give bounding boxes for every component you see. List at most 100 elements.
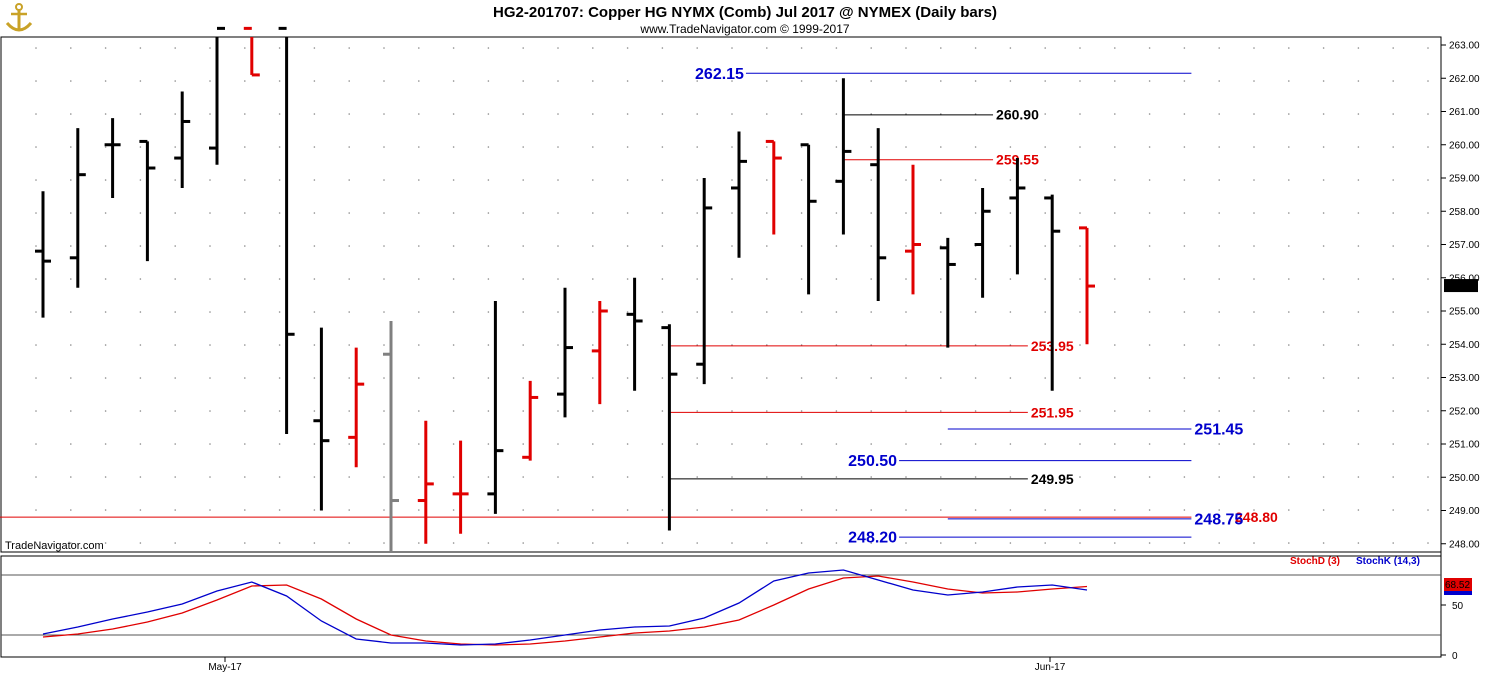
grid-dot [174,80,176,82]
grid-dot [452,278,455,280]
grid-dot [592,509,594,511]
grid-dot [1427,344,1429,346]
grid-dot [1044,212,1046,214]
grid-dot [1322,146,1325,148]
grid-dot [70,377,72,379]
grid-dot [522,146,524,148]
grid-dot [1392,212,1394,214]
grid-dot [1357,245,1360,247]
grid-dot [35,344,37,346]
grid-dot [1288,509,1290,511]
grid-dot [835,212,838,214]
price-tick-label: 263.00 [1449,41,1480,52]
grid-dot [348,80,351,82]
grid-dot [278,377,281,379]
ohlc-bar [870,128,887,302]
grid-dot [348,311,351,313]
grid-dot [940,47,942,49]
grid-dot [1009,476,1012,478]
grid-dot [139,278,142,280]
grid-dot [870,344,872,346]
grid-dot [835,245,838,247]
grid-dot [174,179,176,181]
grid-dot [522,179,524,181]
grid-dot [1392,509,1394,511]
grid-dot [696,179,698,181]
grid-dot [1218,443,1220,445]
grid-dot [244,542,246,544]
grid-dot [1218,344,1220,346]
grid-dot [1183,245,1186,247]
grid-dot [70,542,72,544]
grid-dot [1322,410,1325,412]
grid-dot [696,509,698,511]
grid-dot [278,311,281,313]
grid-dot [1079,245,1081,247]
grid-dot [731,245,733,247]
grid-dot [174,113,176,115]
grid-dot [348,410,351,412]
ohlc-bar [69,128,86,288]
grid-dot [1357,212,1360,214]
ohlc-bar [209,26,225,165]
grid-dot [348,476,351,478]
grid-dot [1148,113,1151,115]
grid-dot [1009,509,1012,511]
grid-dot [174,212,176,214]
watermark-text: TradeNavigator.com [5,540,104,552]
grid-dot [870,179,872,181]
grid-dot [940,542,942,544]
level-label-251.95: 251.95 [1031,404,1074,420]
stoch-line-d [42,575,1088,646]
grid-dot [940,509,942,511]
grid-dot [1392,113,1394,115]
grid-dot [452,80,455,82]
grid-dot [209,410,211,412]
grid-dot [1322,443,1325,445]
grid-dot [1183,311,1186,313]
grid-dot [696,146,698,148]
grid-dot [174,311,176,313]
grid-dot [104,212,107,214]
grid-dot [209,476,211,478]
grid-dot [174,344,176,346]
grid-dot [522,509,524,511]
grid-dot [1218,311,1220,313]
grid-dot [1357,146,1360,148]
grid-dot [348,47,351,49]
copyright-text: www.TradeNavigator.com © 1999-2017 [639,22,849,36]
grid-dot [661,443,664,445]
grid-dot [557,212,559,214]
grid-dot [905,377,907,379]
grid-dot [1009,80,1012,82]
grid-dot [278,410,281,412]
grid-dot [557,476,559,478]
grid-dot [835,410,838,412]
grid-dot [1044,476,1046,478]
grid-dot [1392,344,1394,346]
grid-dot [1288,344,1290,346]
grid-dot [1009,245,1012,247]
grid-dot [452,344,455,346]
grid-dot [1392,410,1394,412]
grid-dot [70,410,72,412]
grid-dot [940,476,942,478]
grid-dot [766,311,768,313]
grid-dot [835,278,838,280]
grid-dot [487,245,490,247]
grid-dot [870,278,872,280]
grid-dot [1253,344,1255,346]
price-tick-label: 259.00 [1449,174,1480,185]
grid-dot [1148,278,1151,280]
grid-dot [626,542,629,544]
grid-dot [1009,542,1012,544]
grid-dot [800,212,803,214]
grid-dot [1148,47,1151,49]
grid-dot [104,179,107,181]
grid-dot [905,146,907,148]
grid-dot [1357,80,1360,82]
grid-dot [626,344,629,346]
grid-dot [104,476,107,478]
grid-dot [835,113,838,115]
grid-dot [209,311,211,313]
